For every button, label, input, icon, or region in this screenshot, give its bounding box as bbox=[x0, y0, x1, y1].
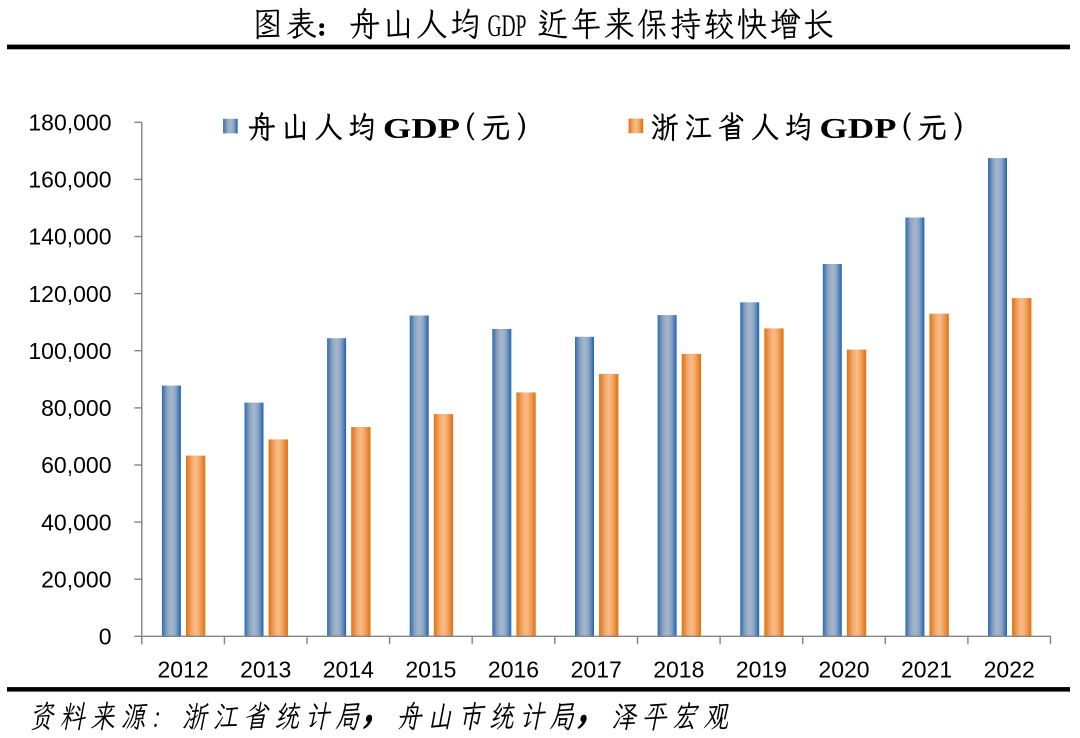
svg-text:20,000: 20,000 bbox=[41, 566, 111, 592]
svg-text:2021: 2021 bbox=[901, 657, 952, 683]
svg-text:0: 0 bbox=[99, 624, 112, 650]
svg-text:80,000: 80,000 bbox=[41, 395, 111, 421]
svg-text:40,000: 40,000 bbox=[41, 509, 111, 535]
svg-text:100,000: 100,000 bbox=[28, 338, 111, 364]
svg-text:2015: 2015 bbox=[405, 657, 456, 683]
svg-text:2016: 2016 bbox=[488, 657, 539, 683]
svg-text:2022: 2022 bbox=[984, 657, 1035, 683]
svg-text:120,000: 120,000 bbox=[28, 281, 111, 307]
svg-text:2013: 2013 bbox=[240, 657, 291, 683]
svg-text:2017: 2017 bbox=[571, 657, 622, 683]
svg-text:2012: 2012 bbox=[158, 657, 209, 683]
svg-text:2019: 2019 bbox=[736, 657, 787, 683]
svg-text:2020: 2020 bbox=[818, 657, 869, 683]
svg-text:160,000: 160,000 bbox=[28, 167, 111, 193]
svg-text:180,000: 180,000 bbox=[28, 110, 111, 136]
svg-text:60,000: 60,000 bbox=[41, 452, 111, 478]
svg-text:140,000: 140,000 bbox=[28, 224, 111, 250]
svg-text:2018: 2018 bbox=[653, 657, 704, 683]
svg-text:2014: 2014 bbox=[323, 657, 374, 683]
